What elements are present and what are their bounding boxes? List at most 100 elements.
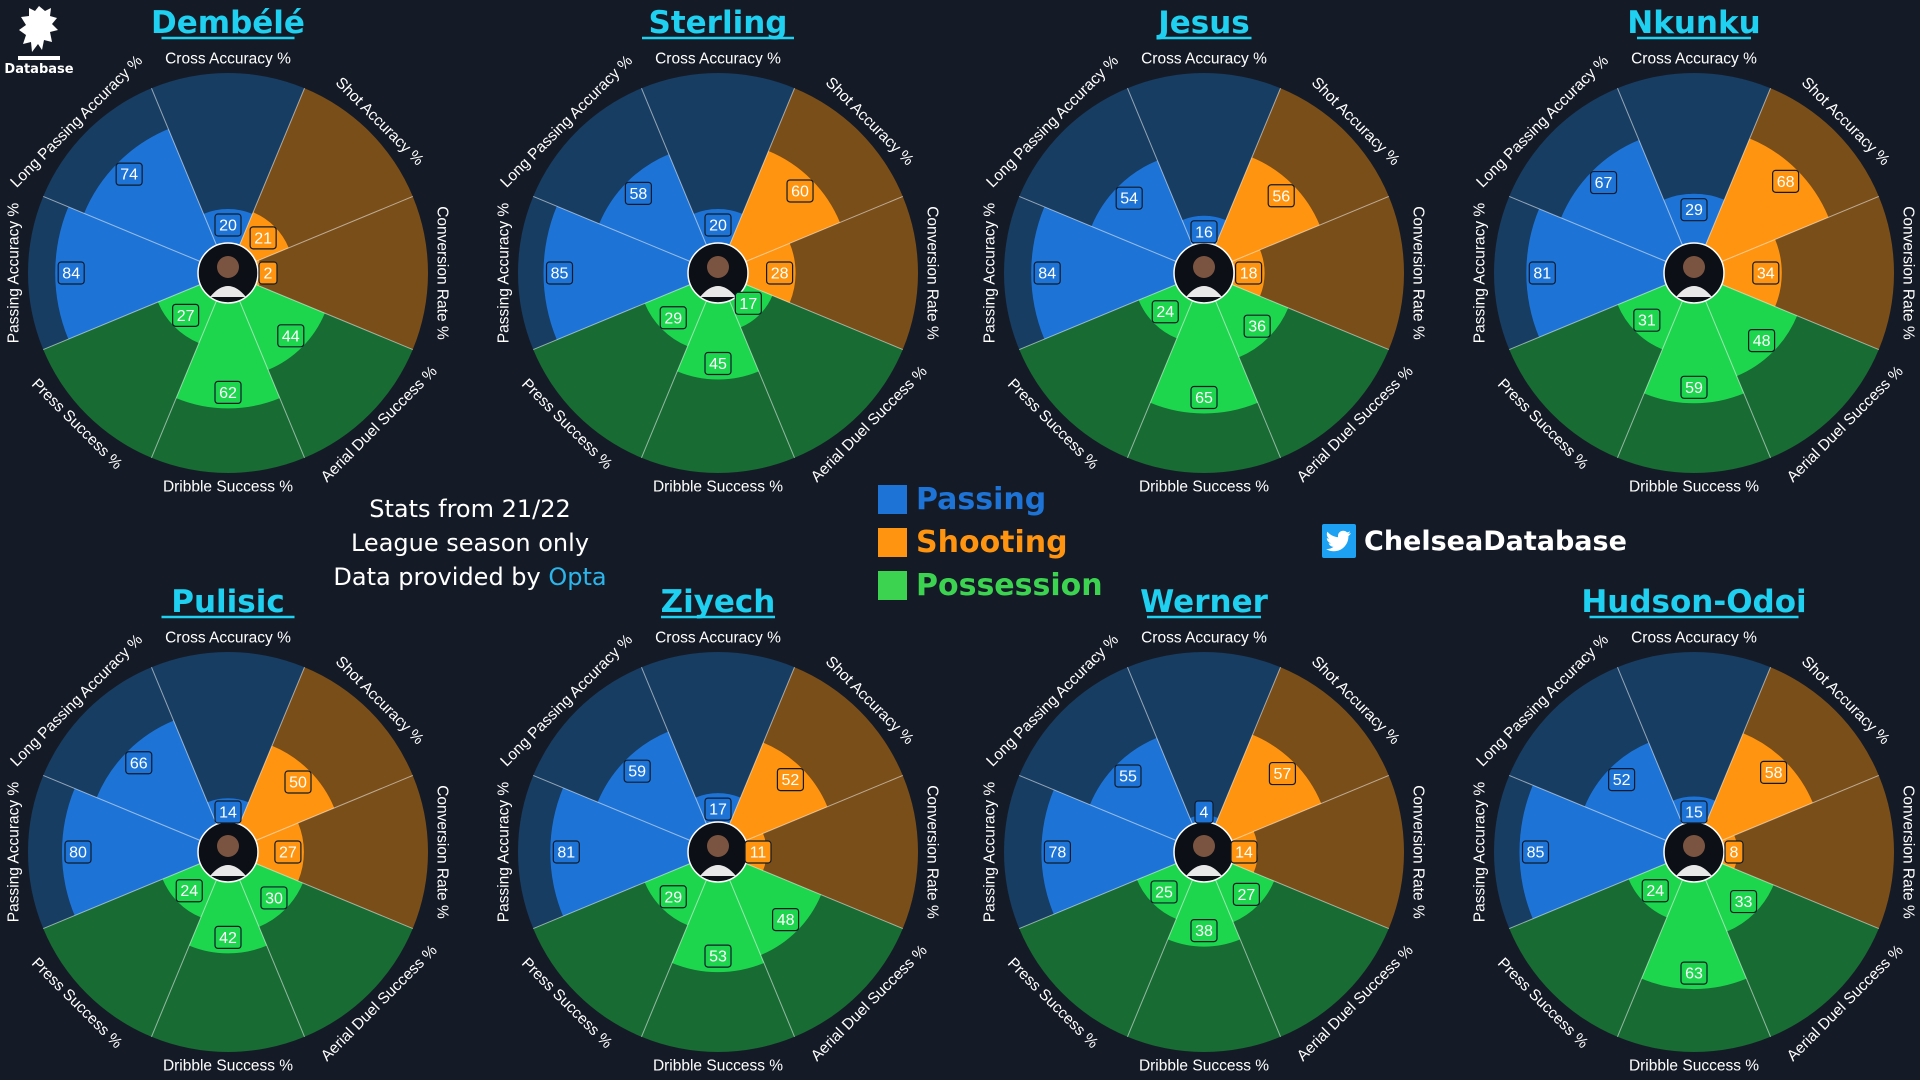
value-label-passing-accuracy: 81 [552,840,580,864]
bar-dribble-success [1150,300,1258,414]
value-text: 33 [1735,894,1753,911]
divider-line [239,300,305,458]
wedge-bg-conversion-rate [255,196,428,350]
bar-passing-accuracy [1526,208,1667,338]
value-label-long-passing-accuracy: 74 [115,162,143,186]
avatar-shirt-icon [1676,286,1712,297]
value-text: 27 [279,845,297,862]
value-label-shot-accuracy: 57 [1268,761,1297,786]
value-text: 24 [180,883,198,900]
divider-line [1705,879,1771,1037]
value-text: 15 [1685,805,1703,822]
wedge-bg-cross-accuracy [641,73,795,246]
value-label-dribble-success: 65 [1190,385,1218,410]
divider-line [1215,300,1281,458]
divider-line [1231,863,1389,929]
value-text: 17 [739,296,757,313]
value-badge [704,797,732,821]
divider-line [729,667,795,825]
value-badge [1114,764,1142,788]
divider-line [729,300,795,458]
divider-line [1019,284,1177,350]
axis-label-passing-accuracy: Passing Accuracy % [496,203,513,344]
axis-label-dribble-success: Dribble Success % [163,479,293,496]
divider-line [1705,667,1771,825]
value-badge [623,759,651,783]
axis-label-cross-accuracy: Cross Accuracy % [1141,630,1267,647]
value-text: 30 [265,890,283,907]
value-text: 17 [709,802,727,819]
divider-line [1705,300,1771,458]
value-badge [214,925,242,950]
value-text: 44 [282,328,300,345]
value-text: 59 [628,764,646,781]
data-source: Opta [548,563,607,591]
value-label-long-passing-accuracy: 55 [1114,764,1142,788]
divider-line [151,879,217,1037]
player-name: Sterling [649,5,788,41]
value-text: 24 [1646,883,1664,900]
bar-dribble-success [176,300,280,409]
wedge-bg-conversion-rate [1721,775,1894,929]
value-badge [1641,879,1669,903]
wedge-bg-press-success [1019,284,1193,458]
info-line-2: League season only [350,529,590,557]
value-text: 58 [1765,765,1783,782]
value-badge [1190,220,1218,244]
value-label-shot-accuracy: 50 [284,770,312,794]
value-label-press-success: 31 [1633,308,1661,332]
avatar-shirt-icon [210,286,246,297]
avatar-shirt-icon [700,865,736,876]
divider-line [1509,196,1667,262]
value-badge [1243,314,1271,338]
value-text: 60 [791,183,809,200]
value-badge [1760,760,1788,784]
value-badge [1680,198,1708,222]
value-badge [175,879,203,903]
divider-line [151,88,217,246]
divider-line [1215,667,1281,825]
axis-label-dribble-success: Dribble Success % [1629,479,1759,496]
value-text: 74 [120,167,138,184]
player-name: Ziyech [661,584,776,620]
value-badge [704,944,732,968]
axis-label-passing-accuracy: Passing Accuracy % [1472,782,1489,923]
divider-line [1509,863,1667,929]
info-line-3-prefix: Data provided by [333,563,549,591]
value-badge [64,840,92,864]
divider-line [745,284,903,350]
divider-line [745,196,903,262]
value-label-passing-accuracy: 78 [1043,840,1072,864]
value-text: 56 [1272,188,1290,205]
divider-line [151,667,217,825]
value-text: 20 [219,218,237,235]
divider-line [1617,88,1683,246]
divider-line [641,88,707,246]
value-label-shot-accuracy: 52 [776,767,805,792]
value-badge [1194,800,1214,824]
value-text: 27 [177,308,195,325]
divider-line [533,863,691,929]
value-text: 53 [709,949,727,966]
lion-crest-icon [18,6,60,60]
divider-line [43,775,201,841]
avatar-head-icon [707,835,729,857]
value-text: 31 [1638,313,1656,330]
divider-line [239,667,305,825]
value-label-conversion-rate: 14 [1230,840,1258,864]
value-text: 68 [1777,174,1795,191]
bar-dribble-success [677,300,759,380]
value-label-aerial-duel-success: 30 [260,886,288,910]
value-badge [1680,800,1708,824]
value-badge [776,767,805,792]
divider-line [1215,879,1281,1037]
value-text: 11 [750,845,767,862]
value-label-conversion-rate: 28 [765,261,794,285]
value-badge [659,306,687,330]
value-badge [1680,961,1708,985]
social-handle[interactable]: ChelseaDatabase [1322,524,1627,558]
value-badge [1190,385,1218,410]
value-text: 84 [62,266,80,283]
value-text: 18 [1240,266,1258,283]
